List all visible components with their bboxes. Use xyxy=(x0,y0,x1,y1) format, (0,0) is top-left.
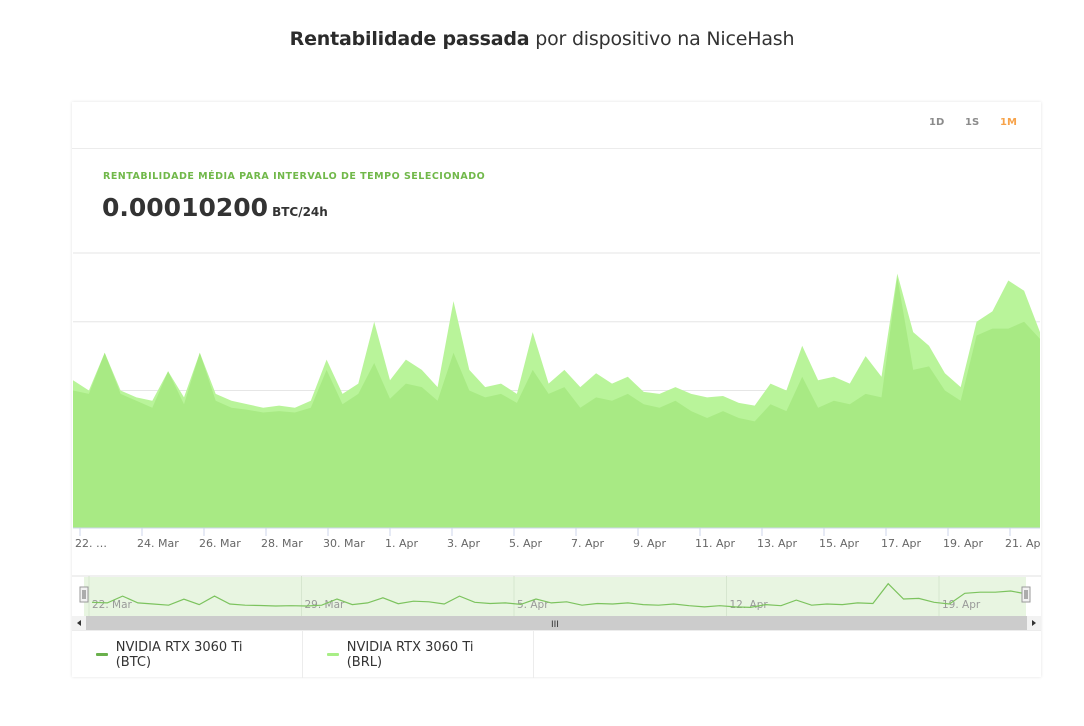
chart-legend: NVIDIA RTX 3060 Ti (BTC) NVIDIA RTX 3060… xyxy=(72,630,1041,678)
x-axis-label: 24. Mar xyxy=(137,537,179,550)
legend-item-brl[interactable]: NVIDIA RTX 3060 Ti (BRL) xyxy=(303,631,534,678)
x-axis-label: 3. Apr xyxy=(447,537,480,550)
x-axis-label: 19. Apr xyxy=(943,537,983,550)
x-axis-label: 11. Apr xyxy=(695,537,735,550)
scroll-right-icon[interactable] xyxy=(1032,620,1036,626)
chart-card: 1D 1S 1M RENTABILIDADE MÉDIA PARA INTERV… xyxy=(72,102,1041,678)
navigator-handle-right[interactable] xyxy=(1021,586,1031,603)
scrollbar-grip: III xyxy=(551,620,559,630)
area-series-btc[interactable] xyxy=(73,277,1040,528)
navigator-label: 19. Apr xyxy=(942,599,981,611)
x-axis-label: 15. Apr xyxy=(819,537,859,550)
page-title-bold: Rentabilidade passada xyxy=(289,28,530,50)
navigator-series-line xyxy=(91,582,1027,609)
scroll-left-icon[interactable] xyxy=(77,620,81,626)
navigator-label: 5. Apr xyxy=(517,599,549,611)
navigator-label: 12. Apr xyxy=(730,599,769,611)
page-title-rest: por dispositivo na NiceHash xyxy=(529,28,795,50)
x-axis-label: 22. … xyxy=(75,537,107,550)
range-button-1m[interactable]: 1M xyxy=(1000,117,1017,128)
x-axis-label: 26. Mar xyxy=(199,537,241,550)
x-axis-label: 13. Apr xyxy=(757,537,797,550)
range-selector: 1D 1S 1M xyxy=(72,102,1041,149)
x-axis-label: 5. Apr xyxy=(509,537,542,550)
x-axis-label: 21. Apr xyxy=(1005,537,1041,550)
profitability-chart[interactable]: 22. … 24. Mar 26. Mar 28. Mar 30. Mar 1. Apr 3… xyxy=(72,102,1041,630)
range-button-1s[interactable]: 1S xyxy=(965,117,980,128)
x-axis-label: 30. Mar xyxy=(323,537,365,550)
profitability-number: 0.00010200 xyxy=(102,193,269,222)
x-axis-label: 28. Mar xyxy=(261,537,303,550)
scrollbar-thumb[interactable] xyxy=(86,616,1027,630)
profitability-unit: BTC/24h xyxy=(272,205,328,219)
legend-swatch-btc xyxy=(96,653,108,656)
legend-label-btc: NVIDIA RTX 3060 Ti (BTC) xyxy=(115,639,243,670)
legend-label-brl: NVIDIA RTX 3060 Ti (BRL) xyxy=(346,639,474,670)
average-profitability-label: RENTABILIDADE MÉDIA PARA INTERVALO DE TE… xyxy=(103,171,486,182)
page-title: Rentabilidade passada por dispositivo na… xyxy=(0,28,1084,50)
range-button-1d[interactable]: 1D xyxy=(929,117,945,128)
legend-item-btc[interactable]: NVIDIA RTX 3060 Ti (BTC) xyxy=(72,631,303,678)
x-axis-label: 7. Apr xyxy=(571,537,604,550)
navigator-label: 22. Mar xyxy=(92,599,133,611)
navigator-selected-range[interactable] xyxy=(84,577,1026,616)
legend-swatch-brl xyxy=(327,653,339,656)
navigator-label: 29. Mar xyxy=(305,599,346,611)
x-axis-label: 1. Apr xyxy=(385,537,418,550)
x-axis-label: 9. Apr xyxy=(633,537,666,550)
average-profitability-value: 0.00010200 BTC/24h xyxy=(102,193,328,222)
x-axis-label: 17. Apr xyxy=(881,537,921,550)
navigator-handle-left[interactable] xyxy=(79,586,89,603)
